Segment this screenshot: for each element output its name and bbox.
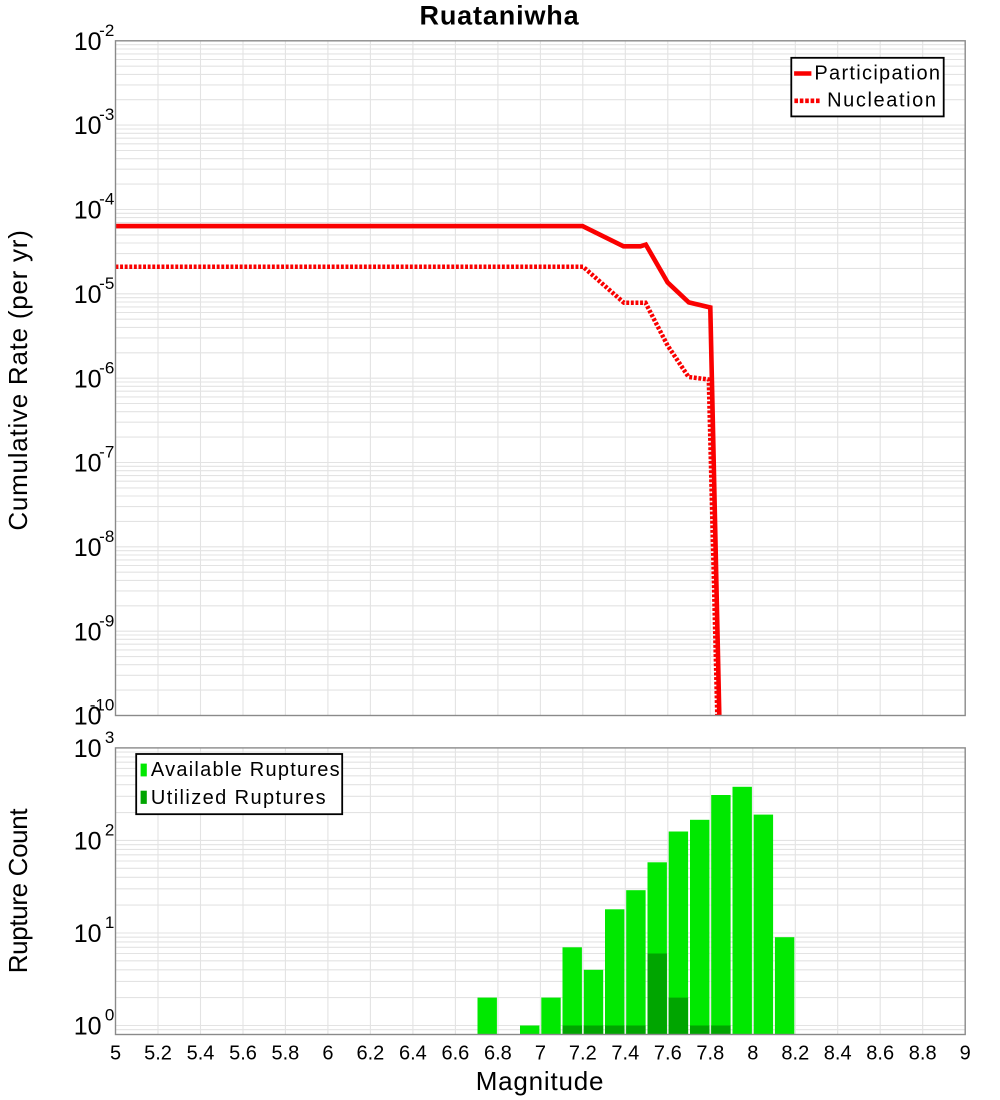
svg-text:Utilized Ruptures: Utilized Ruptures bbox=[151, 787, 327, 809]
svg-text:10: 10 bbox=[74, 450, 102, 478]
svg-text:6.6: 6.6 bbox=[441, 1042, 469, 1064]
svg-text:10: 10 bbox=[74, 920, 102, 948]
svg-text:6.2: 6.2 bbox=[356, 1042, 384, 1064]
svg-text:-2: -2 bbox=[99, 21, 114, 40]
svg-text:10: 10 bbox=[74, 28, 102, 56]
svg-text:-8: -8 bbox=[99, 527, 114, 546]
svg-text:7.6: 7.6 bbox=[654, 1042, 682, 1064]
svg-text:10: 10 bbox=[74, 828, 102, 856]
svg-text:1: 1 bbox=[105, 913, 114, 932]
svg-text:-3: -3 bbox=[99, 105, 114, 124]
svg-text:7: 7 bbox=[535, 1042, 546, 1064]
svg-text:10: 10 bbox=[74, 618, 102, 646]
svg-text:Participation: Participation bbox=[814, 63, 941, 85]
svg-text:Magnitude: Magnitude bbox=[476, 1066, 605, 1096]
svg-text:-10: -10 bbox=[90, 696, 115, 715]
svg-text:5.4: 5.4 bbox=[187, 1042, 215, 1064]
svg-text:6: 6 bbox=[322, 1042, 333, 1064]
svg-text:Rupture Count: Rupture Count bbox=[3, 808, 33, 974]
svg-text:10: 10 bbox=[74, 281, 102, 309]
svg-text:Cumulative Rate (per yr): Cumulative Rate (per yr) bbox=[3, 229, 33, 530]
svg-text:5.6: 5.6 bbox=[229, 1042, 257, 1064]
svg-text:6.4: 6.4 bbox=[399, 1042, 427, 1064]
svg-text:Nucleation: Nucleation bbox=[827, 90, 938, 112]
svg-text:10: 10 bbox=[74, 1013, 102, 1041]
svg-text:7.4: 7.4 bbox=[611, 1042, 639, 1064]
svg-text:5.2: 5.2 bbox=[144, 1042, 172, 1064]
svg-text:7.8: 7.8 bbox=[696, 1042, 724, 1064]
svg-text:Available Ruptures: Available Ruptures bbox=[151, 759, 341, 781]
svg-text:8.4: 8.4 bbox=[824, 1042, 852, 1064]
svg-text:5: 5 bbox=[110, 1042, 121, 1064]
svg-text:0: 0 bbox=[105, 1006, 114, 1025]
svg-text:10: 10 bbox=[74, 703, 102, 731]
svg-text:-7: -7 bbox=[99, 443, 114, 462]
svg-text:Ruataniwha: Ruataniwha bbox=[419, 1, 579, 31]
svg-text:5.8: 5.8 bbox=[271, 1042, 299, 1064]
svg-text:8.8: 8.8 bbox=[909, 1042, 937, 1064]
svg-text:-9: -9 bbox=[99, 611, 114, 630]
svg-text:8.2: 8.2 bbox=[781, 1042, 809, 1064]
svg-text:8: 8 bbox=[747, 1042, 758, 1064]
svg-text:10: 10 bbox=[74, 112, 102, 140]
svg-text:-4: -4 bbox=[99, 190, 114, 209]
svg-text:-6: -6 bbox=[99, 358, 114, 377]
svg-text:10: 10 bbox=[74, 534, 102, 562]
svg-text:3: 3 bbox=[105, 728, 114, 747]
svg-text:10: 10 bbox=[74, 365, 102, 393]
svg-text:8.6: 8.6 bbox=[866, 1042, 894, 1064]
svg-text:6.8: 6.8 bbox=[484, 1042, 512, 1064]
svg-text:10: 10 bbox=[74, 197, 102, 225]
svg-text:10: 10 bbox=[74, 735, 102, 763]
svg-text:2: 2 bbox=[105, 821, 114, 840]
svg-text:-5: -5 bbox=[99, 274, 114, 293]
svg-text:7.2: 7.2 bbox=[569, 1042, 597, 1064]
svg-text:9: 9 bbox=[960, 1042, 971, 1064]
